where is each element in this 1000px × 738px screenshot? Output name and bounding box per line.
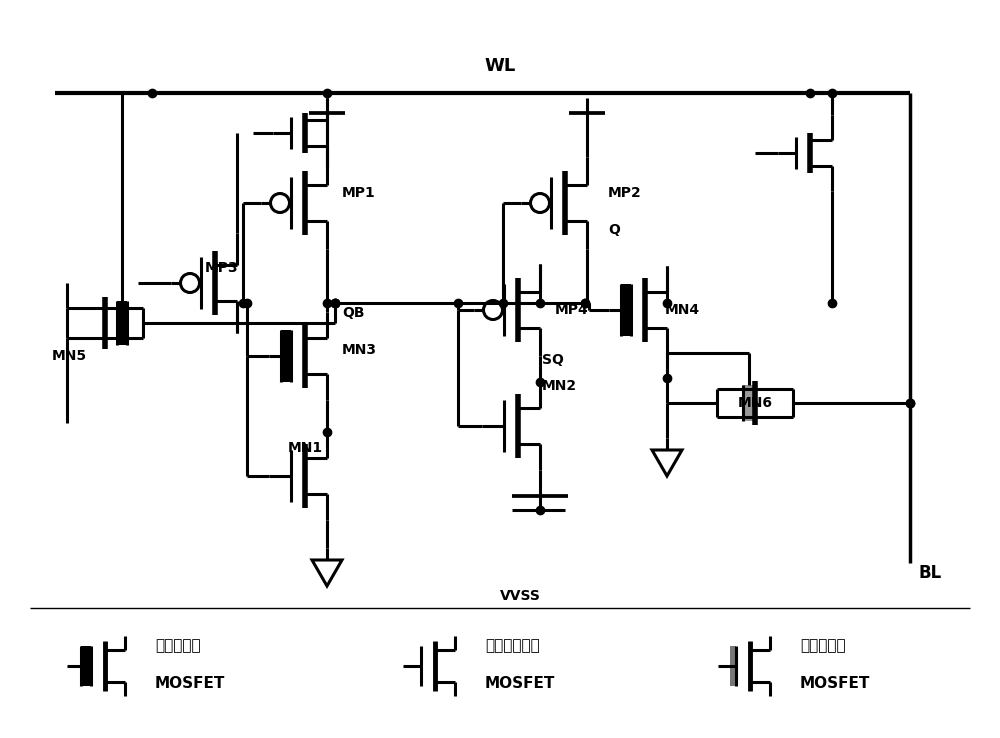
Text: QB: QB [342,306,364,320]
Text: MP4: MP4 [555,303,589,317]
Text: VVSS: VVSS [500,589,540,603]
Bar [743,385,755,421]
Text: MN4: MN4 [665,303,700,317]
Text: MP2: MP2 [608,186,642,200]
Text: MP1: MP1 [342,186,376,200]
Text: SQ: SQ [542,353,564,367]
Text: MOSFET: MOSFET [800,677,870,692]
Text: 低阈值电压: 低阈值电压 [800,638,846,654]
Bar [281,330,291,382]
Text: MP3: MP3 [205,261,239,275]
Text: MN1: MN1 [288,441,323,455]
Text: MN3: MN3 [342,343,377,357]
Text: 高阈值电压: 高阈值电压 [155,638,201,654]
Text: MN6: MN6 [738,396,773,410]
Text: 常规阈值电压: 常规阈值电压 [485,638,540,654]
Bar [117,301,127,345]
Text: MOSFET: MOSFET [155,677,225,692]
Text: BL: BL [918,564,941,582]
Text: MN2: MN2 [542,379,577,393]
Bar [730,646,736,686]
Text: WL: WL [484,57,516,75]
Text: MN5: MN5 [52,349,87,363]
Bar [81,646,91,686]
Text: MOSFET: MOSFET [485,677,555,692]
Bar [621,284,631,336]
Text: Q: Q [608,223,620,237]
